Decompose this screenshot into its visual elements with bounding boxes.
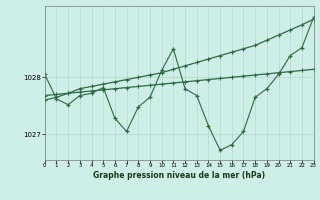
X-axis label: Graphe pression niveau de la mer (hPa): Graphe pression niveau de la mer (hPa) xyxy=(93,171,265,180)
